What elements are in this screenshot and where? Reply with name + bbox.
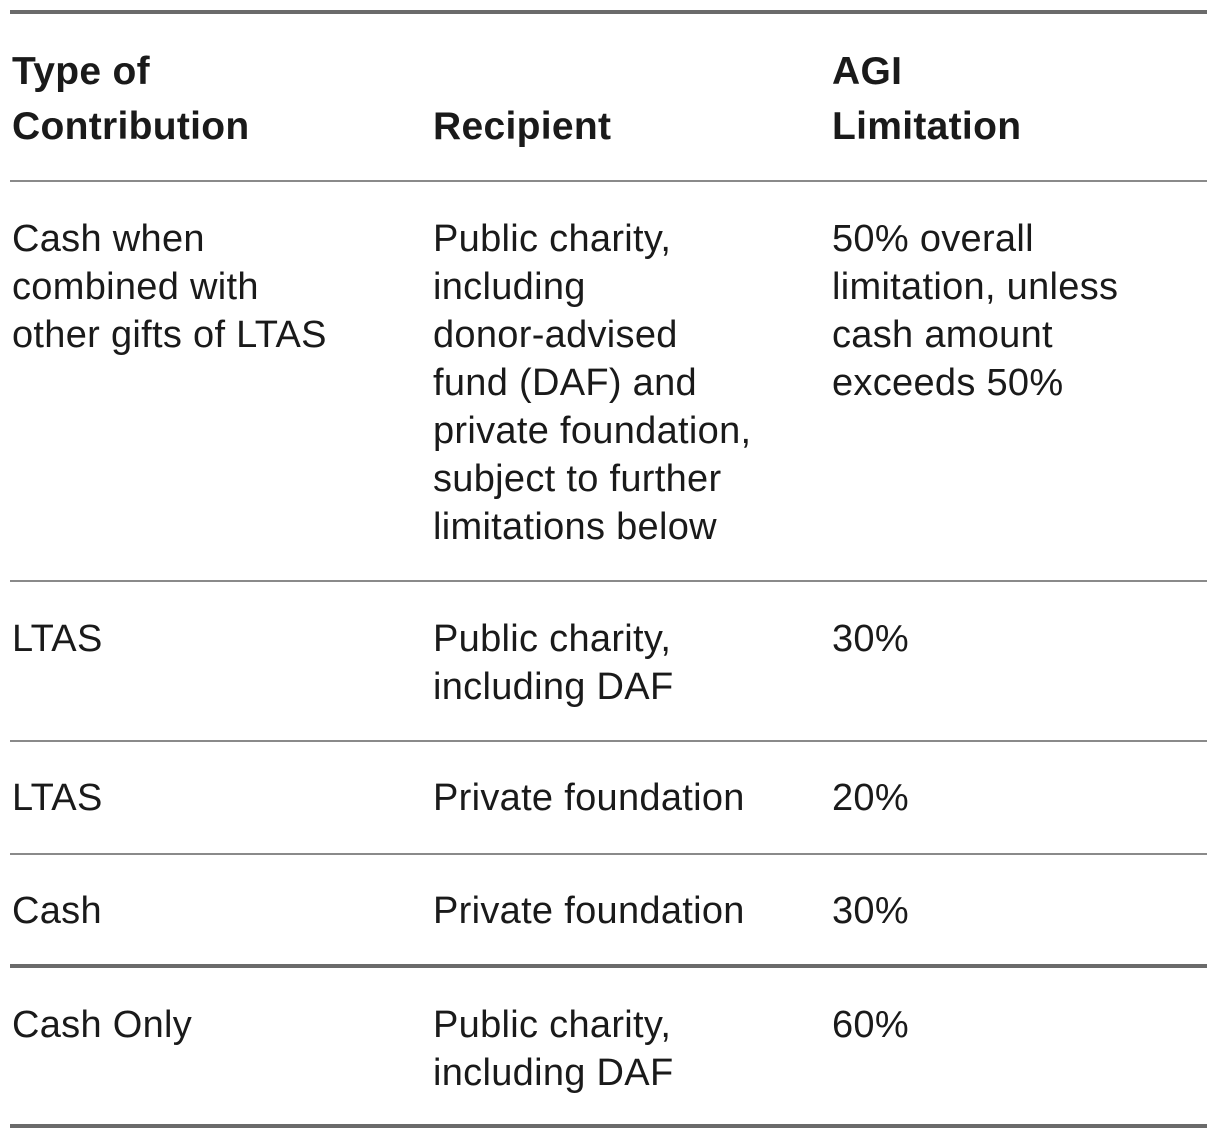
cell-recipient: Public charity, including DAF: [433, 1004, 674, 1094]
table-top-rule: [10, 10, 1207, 14]
table-bottom-rule: [10, 1124, 1207, 1128]
cell-type: LTAS: [12, 618, 103, 660]
table-header-row: Type of Contribution Recipient AGI Limit…: [10, 14, 1207, 180]
cell-limitation: 20%: [832, 777, 909, 819]
cell-limitation: 50% overall limitation, unless cash amou…: [832, 218, 1119, 404]
cell-type: LTAS: [12, 777, 103, 819]
row-divider: [10, 580, 1207, 582]
header-type-of-contribution: Type of Contribution: [12, 50, 250, 148]
cell-recipient: Public charity, including DAF: [433, 618, 674, 708]
cell-type: Cash when combined with other gifts of L…: [12, 218, 327, 356]
header-recipient: Recipient: [433, 105, 612, 148]
section-divider: [10, 964, 1207, 968]
row-divider: [10, 853, 1207, 855]
cell-recipient: Private foundation: [433, 777, 745, 819]
row-divider: [10, 740, 1207, 742]
cell-limitation: 60%: [832, 1004, 909, 1046]
cell-type: Cash: [12, 890, 102, 932]
table-row: Cash when combined with other gifts of L…: [10, 182, 1207, 580]
table-row: Cash Only Public charity, including DAF …: [10, 968, 1207, 1124]
cell-recipient: Private foundation: [433, 890, 745, 932]
cell-recipient: Public charity, including donor-advised …: [433, 218, 752, 548]
table-row: LTAS Public charity, including DAF 30%: [10, 582, 1207, 740]
header-agi-limitation: AGI Limitation: [832, 50, 1022, 148]
cell-type: Cash Only: [12, 1004, 193, 1046]
agi-limitation-table: Type of Contribution Recipient AGI Limit…: [10, 10, 1207, 1128]
header-divider: [10, 180, 1207, 182]
table-row: Cash Private foundation 30%: [10, 855, 1207, 964]
table-row: LTAS Private foundation 20%: [10, 742, 1207, 853]
cell-limitation: 30%: [832, 890, 909, 932]
cell-limitation: 30%: [832, 618, 909, 660]
